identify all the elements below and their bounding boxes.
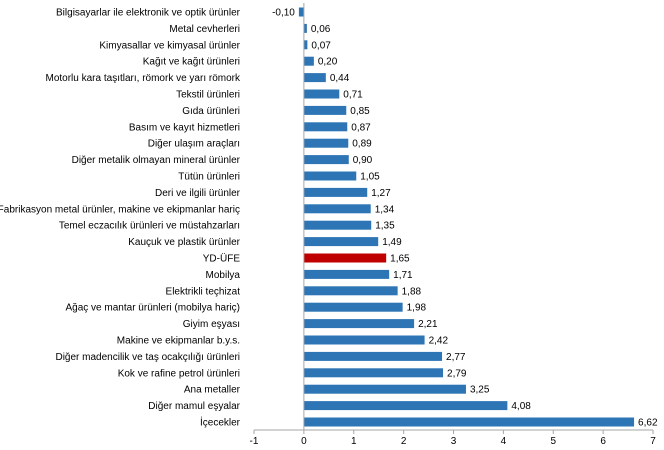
- category-label: Kauçuk ve plastik ürünler: [128, 237, 240, 248]
- x-tick-label: 7: [650, 436, 656, 447]
- data-label: 1,05: [360, 172, 380, 183]
- bar-24: [303, 384, 466, 394]
- data-label: 0,71: [343, 90, 363, 101]
- data-label: 0,44: [330, 73, 350, 84]
- data-label: 1,27: [371, 188, 391, 199]
- data-label: 1,65: [390, 254, 410, 265]
- bar-2: [303, 23, 307, 33]
- category-label: Metal cevherleri: [169, 24, 240, 35]
- bar-11: [303, 171, 357, 181]
- bar-8: [303, 122, 348, 132]
- value-labels: -0,10 0,06 0,07 0,20 0,44 0,71 0,85 0,87 0,89 0,9…: [272, 8, 658, 429]
- bar-20: [303, 319, 415, 329]
- bar-15: [303, 237, 379, 247]
- bar-16: [303, 253, 387, 263]
- bar-13: [303, 204, 371, 214]
- data-label: 2,79: [447, 368, 467, 379]
- bar-9: [303, 138, 349, 148]
- category-label: Diğer metalik olmayan mineral ürünler: [72, 155, 241, 166]
- data-label: 2,42: [429, 336, 449, 347]
- data-label: 1,49: [382, 237, 402, 248]
- category-label: Temel eczacılık ürünleri ve müstahzarlar…: [59, 221, 240, 232]
- category-label: Basım ve kayıt hizmetleri: [129, 122, 240, 133]
- category-label: Deri ve ilgili ürünler: [155, 188, 241, 199]
- x-axis: -1 0 1 2 3 4 5 6 7: [250, 3, 656, 447]
- category-label: Makine ve ekipmanlar b.y.s.: [117, 336, 240, 347]
- data-label: 1,71: [393, 270, 413, 281]
- x-tick-label: 3: [451, 436, 457, 447]
- category-label: Bilgisayarlar ile elektronik ve optik ür…: [56, 8, 241, 19]
- category-label: Ağaç ve mantar ürünleri (mobilya hariç): [65, 303, 240, 314]
- bar-12: [303, 187, 368, 197]
- data-label: 1,34: [375, 204, 395, 215]
- data-label: 0,07: [311, 40, 331, 51]
- category-label: Giyim eşyası: [183, 319, 240, 330]
- bar-1: [298, 7, 304, 17]
- category-label: Motorlu kara taşıtları, römork ve yarı r…: [46, 73, 241, 84]
- bar-14: [303, 220, 372, 230]
- data-label: 1,98: [407, 303, 427, 314]
- bar-22: [303, 351, 443, 361]
- category-label: Ana metaller: [184, 385, 241, 396]
- data-label: 2,77: [446, 352, 466, 363]
- data-label: 4,08: [511, 401, 531, 412]
- category-label: Elektrikli teçhizat: [166, 286, 241, 297]
- bar-3: [303, 40, 308, 50]
- data-label: 0,90: [353, 155, 373, 166]
- category-label: Diğer ulaşım araçları: [148, 139, 240, 150]
- x-tick-label: 5: [550, 436, 556, 447]
- category-label: Mobilya: [206, 270, 241, 281]
- bar-5: [303, 73, 326, 83]
- bar-17: [303, 269, 390, 279]
- category-label: Kağıt ve kağıt ürünleri: [143, 57, 240, 68]
- data-label: 3,25: [470, 385, 490, 396]
- category-label: Kimyasallar ve kimyasal ürünler: [99, 40, 240, 51]
- data-label: 0,20: [318, 57, 338, 68]
- data-label: 1,35: [375, 221, 395, 232]
- data-label: 0,85: [350, 106, 370, 117]
- bar-19: [303, 302, 403, 312]
- data-label: 6,62: [638, 418, 658, 429]
- data-label: -0,10: [272, 8, 295, 19]
- bar-6: [303, 89, 340, 99]
- category-labels: Bilgisayarlar ile elektronik ve optik ür…: [0, 8, 241, 429]
- bar-23: [303, 368, 444, 378]
- bar-7: [303, 105, 347, 115]
- bar-21: [303, 335, 425, 345]
- category-label: Tütün ürünleri: [178, 172, 240, 183]
- data-label: 2,21: [418, 319, 438, 330]
- data-label: 0,89: [352, 139, 372, 150]
- category-label: YD-ÜFE: [203, 253, 241, 265]
- bar-4: [303, 56, 314, 66]
- x-tick-label: -1: [250, 436, 259, 447]
- category-label: Diğer madencilik ve taş ocakçılığı ürünl…: [55, 352, 240, 363]
- bar-26: [303, 417, 635, 427]
- x-tick-label: 4: [501, 436, 507, 447]
- bars-layer: [298, 7, 635, 427]
- bar-10: [303, 155, 349, 165]
- category-label: İçecekler: [200, 416, 241, 429]
- category-label: Gıda ürünleri: [182, 106, 240, 117]
- data-label: 1,88: [402, 286, 422, 297]
- category-label: Tekstil ürünleri: [176, 90, 240, 101]
- x-tick-label: 2: [401, 436, 407, 447]
- category-label: Kok ve rafine petrol ürünleri: [118, 368, 240, 379]
- bar-18: [303, 286, 398, 296]
- data-label: 0,06: [311, 24, 331, 35]
- x-tick-label: 1: [351, 436, 357, 447]
- category-label: Fabrikasyon metal ürünler, makine ve eki…: [0, 204, 240, 215]
- bar-25: [303, 401, 508, 411]
- category-label: Diğer mamul eşyalar: [148, 401, 240, 412]
- x-tick-label: 6: [600, 436, 606, 447]
- data-label: 0,87: [351, 122, 371, 133]
- x-tick-label: 0: [301, 436, 307, 447]
